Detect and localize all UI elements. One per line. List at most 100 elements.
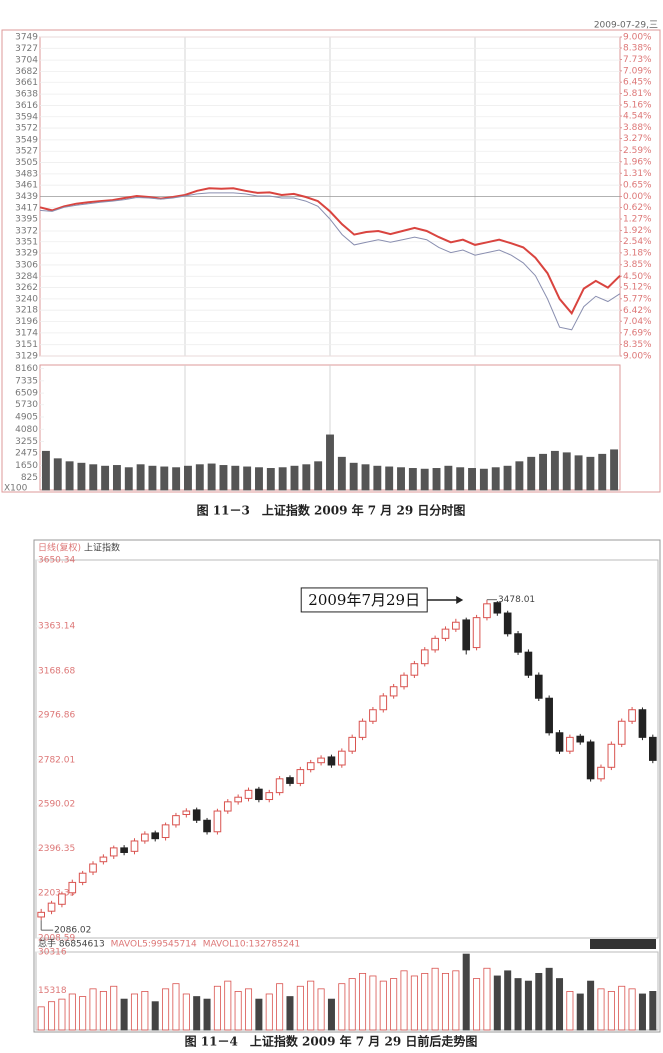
volume-bar (290, 465, 299, 491)
volume-bar (504, 970, 512, 1031)
candle-body (483, 603, 491, 619)
y-tick-label: 3255 (15, 437, 38, 447)
y2-tick-label: 5.81% (623, 89, 652, 99)
volume-bar (302, 464, 311, 491)
y-tick-label: 5730 (15, 400, 38, 410)
y2-tick-label: 9.00% (623, 33, 652, 43)
candle-body (296, 769, 305, 784)
volume-bar (456, 467, 465, 491)
y2-tick-label: 8.35% (623, 340, 652, 350)
y2-tick-label: 7.69% (623, 328, 652, 338)
volume-bar (597, 988, 605, 1031)
y-tick-label: 3505 (15, 158, 38, 168)
y-tick-label: 3351 (15, 237, 38, 247)
candle-body (400, 674, 408, 688)
y-tick-label: 3572 (15, 124, 38, 134)
figure-frame (1, 29, 661, 493)
price-line (39, 187, 621, 316)
y-tick-label: 3306 (15, 260, 38, 270)
candle-body (566, 736, 574, 752)
volume-bar (53, 458, 62, 491)
volume-bar (327, 998, 335, 1031)
y-tick-label: 2590.02 (38, 800, 75, 810)
volume-bar (420, 468, 429, 491)
y2-tick-label: 3.18% (623, 248, 652, 258)
volume-bar (397, 467, 405, 491)
y-tick-label: 2396.35 (38, 844, 75, 854)
volume-bar (421, 972, 429, 1031)
candle-body (203, 819, 211, 833)
y2-tick-label: 7.73% (623, 55, 652, 65)
y-tick-label: 15318 (38, 986, 67, 996)
y2-tick-label: 4.50% (623, 272, 652, 282)
volume-bar (203, 998, 211, 1031)
volume-bar (68, 993, 76, 1031)
candle-body (420, 649, 429, 665)
volume-bar (276, 983, 284, 1031)
volume-bar (468, 468, 476, 491)
volume-bar (607, 991, 615, 1031)
candle-body (452, 621, 460, 630)
y-tick-label: 3682 (15, 67, 38, 77)
candle-body (545, 697, 553, 734)
candle-body (141, 833, 149, 842)
volume-bar (89, 464, 98, 491)
volume-bar (130, 993, 138, 1031)
candle-body (317, 757, 325, 764)
candle-body (99, 856, 108, 863)
volume-bar (317, 988, 325, 1031)
candle-body (68, 881, 77, 894)
legend-entry: MAVOL10:132785241 (203, 940, 300, 950)
y2-tick-label: 8.38% (623, 43, 652, 53)
toolbar-button (590, 939, 656, 949)
candle-body (462, 619, 471, 651)
legend-entry: MAVOL5:99545714 (111, 940, 197, 950)
candle-body (441, 628, 450, 639)
volume-bar (479, 468, 488, 491)
candle-body (607, 743, 616, 768)
candle-body (37, 911, 46, 918)
volume-bar (515, 461, 524, 491)
volume-bar (483, 967, 491, 1031)
y2-tick-label: 1.27% (623, 215, 652, 225)
volume-bar (77, 462, 86, 491)
volume-bar (566, 991, 574, 1031)
candle-body (265, 792, 274, 801)
volume-bar (162, 988, 170, 1031)
y-tick-label: 2976.86 (38, 711, 75, 721)
candle-body (120, 847, 128, 853)
volume-bar (207, 463, 216, 491)
y2-tick-label: 7.04% (623, 317, 652, 327)
volume-bar (314, 461, 323, 491)
y2-tick-label: 4.54% (623, 112, 652, 122)
volume-bar (213, 985, 221, 1031)
figure-caption: 图 11－4 上证指数 2009 年 7 月 29 日前后走势图 (185, 1034, 478, 1049)
y-tick-label: 3395 (15, 215, 38, 225)
y-tick-label: 3262 (15, 283, 38, 293)
candle-body (234, 796, 242, 803)
volume-bar (231, 465, 240, 491)
volume-bar (491, 467, 500, 491)
volume-bar (638, 993, 646, 1031)
candle-body (369, 709, 377, 722)
candle-body (130, 840, 139, 852)
volume-bar (373, 465, 382, 491)
volume-bar (110, 985, 118, 1031)
y2-tick-label: 2.59% (623, 146, 652, 156)
y2-tick-label: 5.16% (623, 101, 652, 111)
y-tick-label: 3661 (15, 78, 38, 88)
volume-bar (503, 465, 512, 491)
candle-body (379, 695, 388, 711)
volume-bar (618, 985, 626, 1031)
volume-bar (359, 972, 367, 1031)
candle-body (503, 612, 512, 635)
volume-bar (224, 980, 232, 1031)
volume-bar (195, 464, 204, 491)
volume-bar (410, 975, 418, 1031)
volume-bar (136, 464, 145, 491)
volume-bar (545, 967, 553, 1031)
candle-body (348, 736, 357, 752)
y2-tick-label: 1.31% (623, 169, 652, 179)
